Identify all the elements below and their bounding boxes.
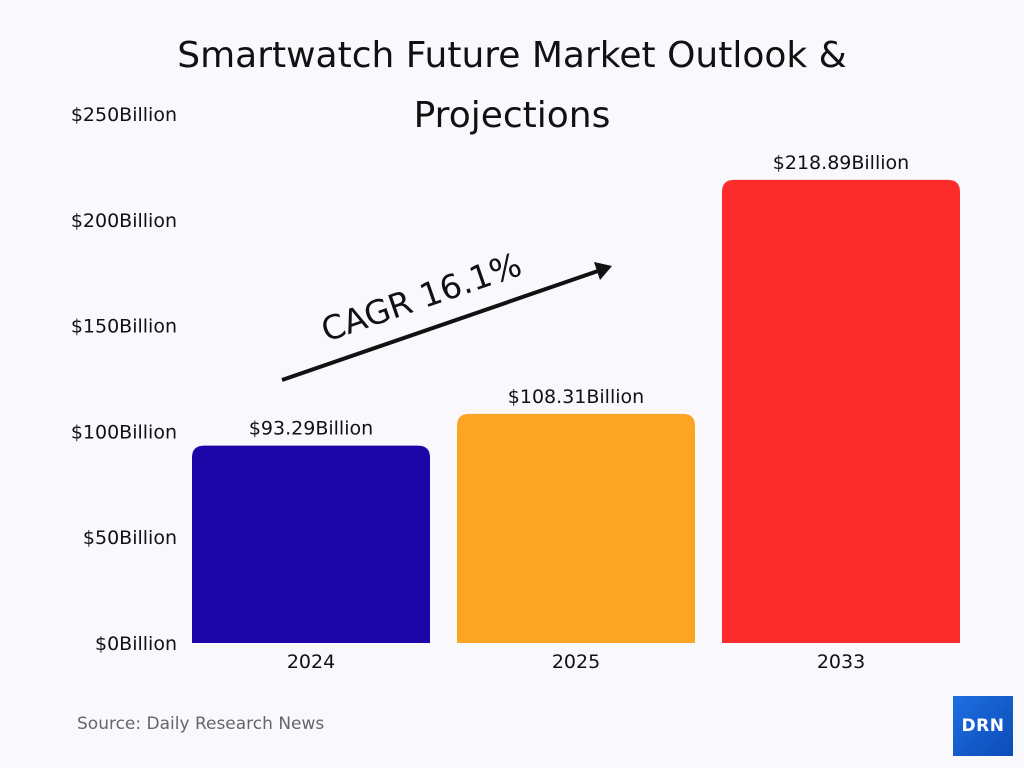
x-tick-label: 2024 [287,651,335,673]
x-tick-label: 2025 [552,651,600,673]
data-label: $218.89Billion [773,152,909,174]
y-tick-label: $50Billion [83,527,177,549]
chart-title: Smartwatch Future Market Outlook & Proje… [177,35,847,136]
drn-logo: DRN [953,696,1013,756]
bar-2024 [192,445,430,643]
y-tick-label: $150Billion [71,316,177,338]
y-tick-label: $200Billion [71,210,177,232]
y-tick-label: $250Billion [71,104,177,126]
source-note: Source: Daily Research News [77,714,325,734]
data-label: $108.31Billion [508,386,644,408]
arrow-head-icon [594,262,612,280]
data-label: $93.29Billion [249,418,373,440]
bar-2033 [722,179,960,643]
bar-2025 [457,413,695,643]
y-tick-label: $0Billion [95,633,177,655]
y-tick-label: $100Billion [71,421,177,443]
cagr-arrow-line [281,269,599,382]
x-tick-label: 2033 [817,651,865,673]
